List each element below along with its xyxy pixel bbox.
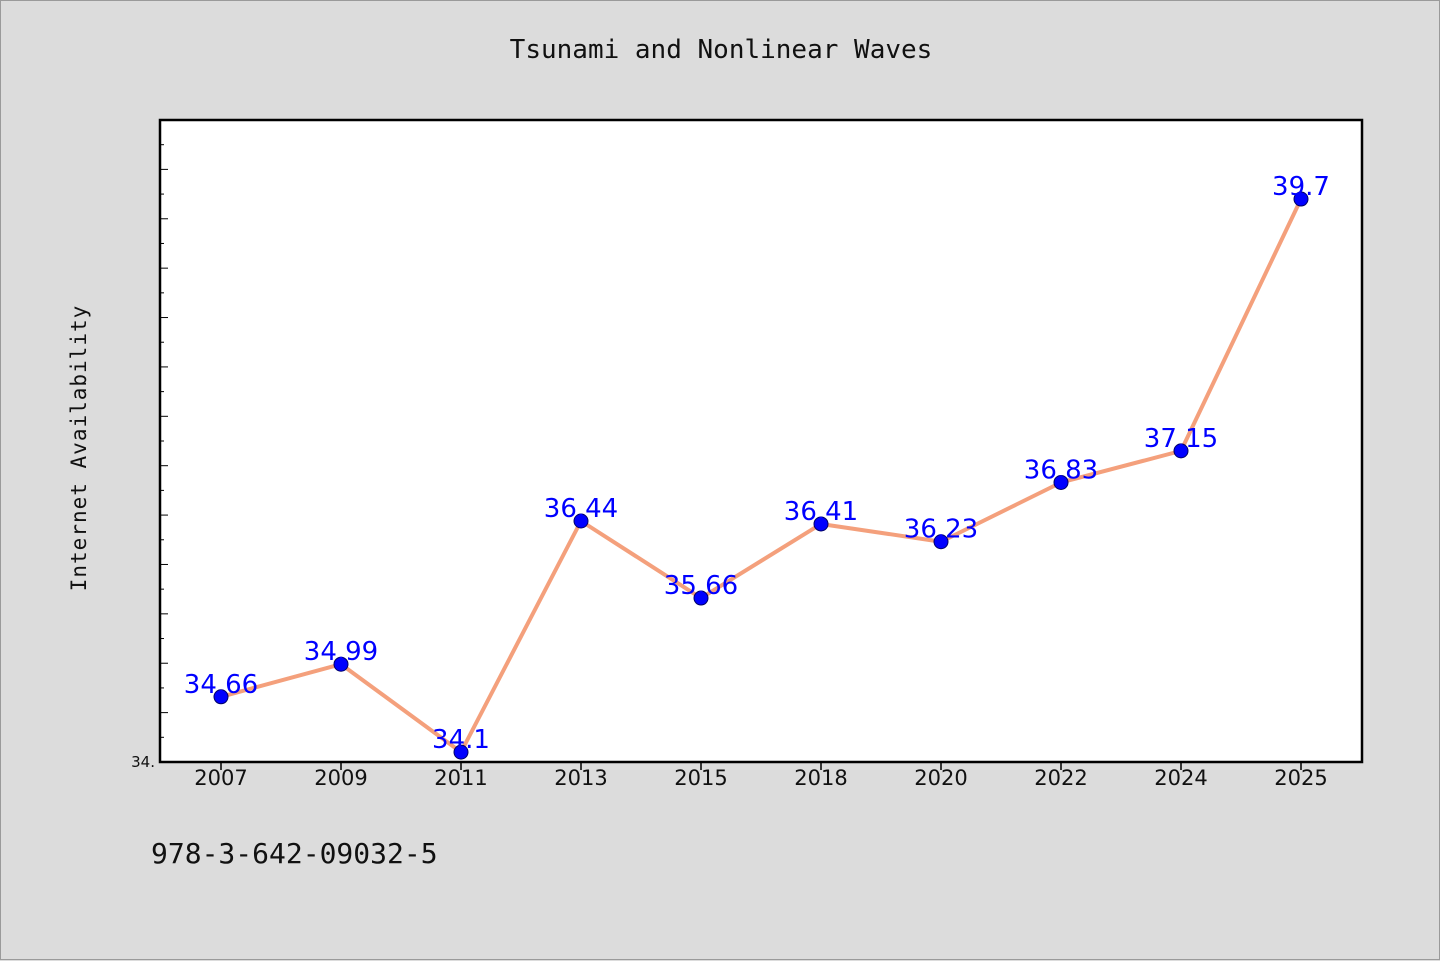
data-point bbox=[573, 513, 589, 529]
data-point bbox=[213, 689, 229, 705]
series-line bbox=[220, 198, 1303, 755]
chart-title: Tsunami and Nonlinear Waves bbox=[509, 35, 933, 65]
data-label: 36.83 bbox=[1024, 455, 1098, 485]
data-point bbox=[1053, 474, 1069, 490]
plot-area bbox=[160, 120, 1362, 762]
data-label: 36.23 bbox=[904, 515, 978, 545]
data-point bbox=[1293, 191, 1309, 207]
data-point bbox=[693, 590, 709, 606]
data-label: 39.7 bbox=[1272, 172, 1330, 202]
x-tick-label: 2022 bbox=[1034, 766, 1087, 790]
data-label: 36.44 bbox=[544, 494, 618, 524]
data-point bbox=[813, 516, 829, 532]
x-tick-label: 2018 bbox=[794, 766, 847, 790]
data-point bbox=[453, 744, 469, 760]
isbn-text: 978-3-642-09032-5 bbox=[151, 837, 438, 870]
x-tick-label: 2009 bbox=[314, 766, 367, 790]
data-label: 37.15 bbox=[1144, 424, 1218, 454]
x-tick-label: 2013 bbox=[554, 766, 607, 790]
x-tick-label: 2024 bbox=[1154, 766, 1207, 790]
data-label: 34.1 bbox=[432, 725, 490, 755]
data-point bbox=[933, 534, 949, 550]
data-label: 36.41 bbox=[784, 497, 858, 527]
plot-frame bbox=[158, 118, 1364, 764]
x-tick-label: 2011 bbox=[434, 766, 487, 790]
data-point bbox=[333, 656, 349, 672]
x-tick-label: 2007 bbox=[194, 766, 247, 790]
data-label: 34.66 bbox=[184, 670, 258, 700]
x-tick-label: 2025 bbox=[1274, 766, 1327, 790]
data-label: 35.66 bbox=[664, 571, 738, 601]
x-tick-label: 2015 bbox=[674, 766, 727, 790]
data-point bbox=[1173, 443, 1189, 459]
y-tick-label: 34. bbox=[131, 753, 155, 771]
x-tick-label: 2020 bbox=[914, 766, 967, 790]
data-label: 34.99 bbox=[304, 637, 378, 667]
